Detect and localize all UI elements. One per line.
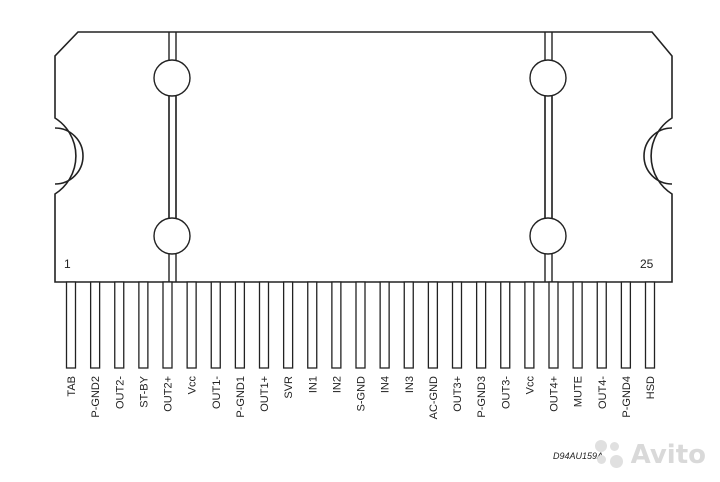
pin-7-label: OUT1- xyxy=(211,376,223,409)
pin-13-label: S-GND xyxy=(356,376,368,412)
pin-14-label: IN4 xyxy=(380,376,392,393)
pin-5-lead xyxy=(162,281,173,369)
pin-20-label: Vcc xyxy=(524,376,536,395)
drawing-code: D94AU159A xyxy=(553,451,603,461)
pin-1-lead xyxy=(65,281,77,369)
left-mounting-notch xyxy=(54,127,84,185)
pin-22-label: MUTE xyxy=(573,376,585,407)
avito-watermark: Avito xyxy=(594,440,706,470)
pin-12-lead xyxy=(331,281,342,369)
left-bottom-hole xyxy=(153,217,191,255)
pin-16-label: AC-GND xyxy=(428,376,440,419)
right-bottom-hole xyxy=(529,217,567,255)
pin-4-label: ST-BY xyxy=(138,375,150,407)
right-mounting-notch xyxy=(643,127,673,185)
pin-labels-group: TAB P-GND2 OUT2- ST-BY OUT2+ Vcc OUT1- P-GND1 OU… xyxy=(66,375,657,419)
pin-9-lead xyxy=(258,281,270,369)
pin-3-label: OUT2- xyxy=(114,376,126,409)
pin-4-lead xyxy=(138,281,149,369)
pin-19-label: OUT3- xyxy=(500,376,512,409)
pin-16-lead xyxy=(427,281,439,369)
pin-13-lead xyxy=(355,281,366,369)
pin-2-lead xyxy=(89,281,101,369)
pin-25-lead xyxy=(644,281,656,369)
pin-15-lead xyxy=(403,281,414,369)
pin-24-lead xyxy=(620,281,632,369)
left-top-hole xyxy=(153,59,191,97)
avito-dots-icon xyxy=(594,440,625,470)
pin-9-label: OUT1+ xyxy=(259,376,271,412)
watermark-text: Avito xyxy=(630,440,706,470)
pin-1-marker: 1 xyxy=(64,257,71,271)
right-top-hole xyxy=(529,59,567,97)
pin-17-label: OUT3+ xyxy=(452,376,464,412)
pin-2-label: P-GND2 xyxy=(90,376,102,418)
left-heatsink-rail xyxy=(153,32,191,282)
pin-11-label: IN1 xyxy=(307,376,319,393)
pin-22-lead xyxy=(572,281,583,369)
package-outline xyxy=(54,31,673,283)
pin-21-label: OUT4+ xyxy=(549,376,561,412)
pin-14-lead xyxy=(379,281,390,369)
pin-12-label: IN2 xyxy=(331,376,343,393)
pin-25-label: HSD xyxy=(645,376,657,399)
pin-11-lead xyxy=(307,281,318,369)
pin-19-lead xyxy=(500,281,511,369)
pin-6-label: Vcc xyxy=(187,376,199,395)
pin-5-label: OUT2+ xyxy=(163,376,175,412)
pin-23-label: OUT4- xyxy=(597,376,609,409)
pin-23-lead xyxy=(596,281,607,369)
pin-10-label: SVR xyxy=(283,376,295,399)
pin-18-label: P-GND3 xyxy=(476,376,488,418)
pin-15-label: IN3 xyxy=(404,376,416,393)
right-heatsink-rail xyxy=(529,32,567,282)
pin-20-lead xyxy=(524,281,535,369)
pin-8-lead xyxy=(234,281,246,369)
pin-17-lead xyxy=(451,281,463,369)
pin-6-lead xyxy=(186,281,197,369)
pin-3-lead xyxy=(114,281,125,369)
pin-24-label: P-GND4 xyxy=(621,376,633,418)
pin-1-label: TAB xyxy=(66,376,78,397)
pin-18-lead xyxy=(475,281,487,369)
pin-21-lead xyxy=(548,281,559,369)
pin-10-lead xyxy=(282,281,294,369)
pin-25-marker: 25 xyxy=(640,257,654,271)
pins-group xyxy=(65,281,656,369)
pin-7-lead xyxy=(210,281,221,369)
pin-8-label: P-GND1 xyxy=(235,376,247,418)
